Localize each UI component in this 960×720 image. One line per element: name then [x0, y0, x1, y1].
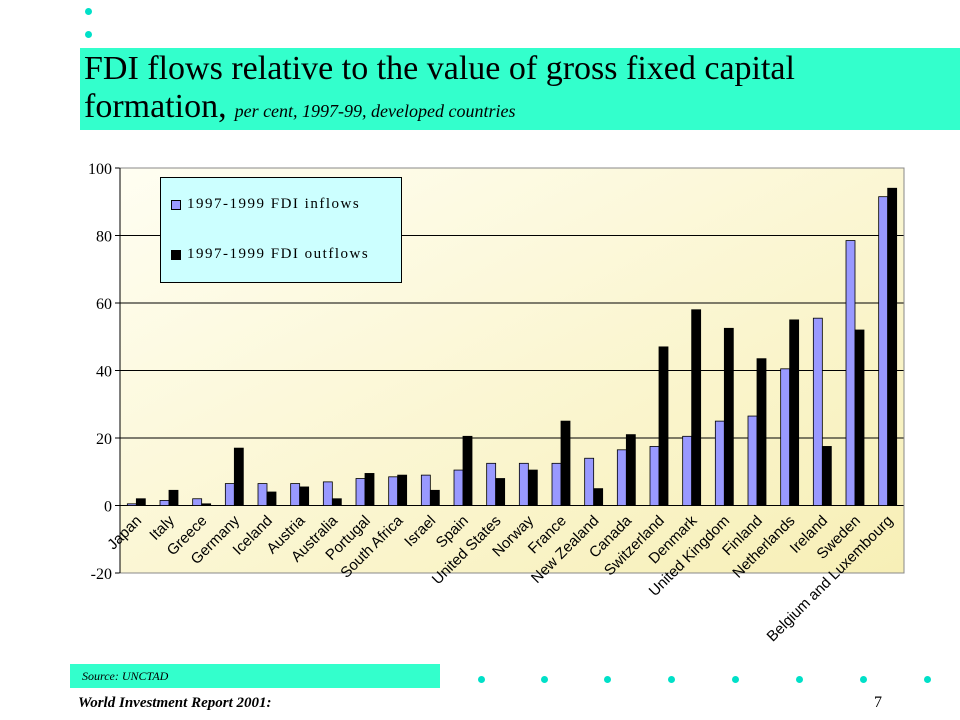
bar-outflow [266, 491, 277, 506]
bar-inflow [682, 435, 693, 506]
bar-outflow [201, 503, 212, 506]
legend-label-outflows: 1997-1999 FDI outflows [187, 246, 370, 262]
legend-label-inflows: 1997-1999 FDI inflows [187, 196, 361, 212]
bar-inflow [649, 446, 660, 506]
footer-report-title: World Investment Report 2001: [78, 695, 272, 711]
bullet-dot [85, 8, 92, 15]
bar-inflow [486, 462, 497, 506]
bar-outflow [756, 358, 767, 506]
bar-inflow [388, 476, 399, 506]
legend-item-outflows: 1997-1999 FDI outflows [171, 246, 369, 263]
axes [115, 167, 905, 574]
bullet-dot [541, 676, 548, 683]
source-note: Source: UNCTAD [82, 669, 169, 683]
source-banner: Source: UNCTAD [70, 664, 440, 688]
bar-outflow [429, 489, 440, 506]
y-tick-label: 100 [88, 161, 112, 178]
bar-outflow [397, 474, 408, 506]
bar-outflow [462, 435, 473, 506]
y-tick-label: -20 [91, 566, 112, 583]
bars [126, 187, 898, 506]
bar-outflow [233, 447, 244, 506]
bar-inflow [714, 420, 725, 506]
legend-swatch-outflows [171, 249, 181, 260]
bar-outflow [789, 319, 800, 506]
bar-outflow [821, 446, 832, 506]
bar-inflow [584, 457, 595, 506]
bar-inflow [420, 474, 431, 506]
page-number: 7 [874, 694, 882, 711]
bullet-dot [85, 31, 92, 38]
bar-inflow [747, 415, 758, 506]
bar-inflow [780, 368, 791, 506]
bar-outflow [723, 327, 734, 506]
y-tick-label: 20 [96, 431, 112, 448]
bar-inflow [290, 483, 301, 506]
bar-inflow [812, 317, 823, 506]
bar-outflow [560, 420, 571, 506]
bar-inflow [616, 449, 627, 506]
bar-inflow [322, 481, 333, 506]
y-tick-label: 60 [96, 296, 112, 313]
y-tick-label: 0 [104, 499, 112, 516]
slide-title: FDI flows relative to the value of gross… [84, 50, 795, 87]
bar-inflow [192, 498, 203, 506]
legend-item-inflows: 1997-1999 FDI inflows [171, 196, 360, 213]
slide-subtitle: per cent, 1997-99, developed countries [234, 101, 516, 121]
bullet-dot [732, 676, 739, 683]
bar-outflow [691, 309, 702, 506]
bar-outflow [168, 489, 179, 506]
bar-inflow [453, 469, 464, 506]
bar-outflow [331, 498, 342, 506]
slide-title-cont: formation, [84, 88, 227, 125]
bar-inflow [159, 500, 170, 506]
bar-outflow [135, 498, 146, 506]
bullet-dot [860, 676, 867, 683]
bar-inflow [878, 196, 889, 506]
bar-outflow [593, 488, 604, 506]
bullet-dot [796, 676, 803, 683]
y-tick-label: 40 [96, 364, 112, 381]
bar-outflow [625, 434, 636, 506]
bar-outflow [495, 478, 506, 506]
bar-inflow [355, 478, 366, 506]
bullet-dot [924, 676, 931, 683]
y-tick-labels: -20 0 20 40 60 80 100 [88, 161, 112, 583]
y-tick-label: 80 [96, 229, 112, 246]
bar-outflow [854, 329, 865, 506]
bar-outflow [527, 469, 538, 506]
bar-inflow [126, 503, 137, 506]
bar-inflow [845, 240, 856, 506]
bar-inflow [224, 483, 235, 506]
legend-swatch-inflows [171, 199, 181, 210]
bar-outflow [887, 187, 898, 506]
bullet-dot [478, 676, 485, 683]
slide-title-line2: formation, per cent, 1997-99, developed c… [84, 88, 516, 126]
bullet-dot [668, 676, 675, 683]
bar-outflow [299, 486, 310, 506]
bar-inflow [257, 483, 268, 506]
title-banner: FDI flows relative to the value of gross… [80, 48, 960, 130]
bar-outflow [658, 346, 669, 506]
bullet-dot [604, 676, 611, 683]
legend: 1997-1999 FDI inflows 1997-1999 FDI outf… [160, 177, 402, 283]
bar-inflow [518, 462, 529, 506]
bar-inflow [551, 462, 562, 506]
bar-outflow [364, 473, 375, 506]
